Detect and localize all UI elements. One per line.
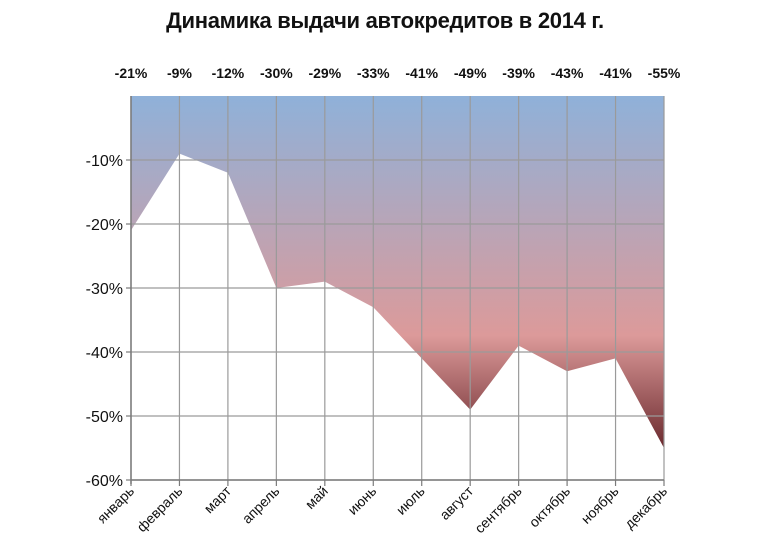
x-tick-label: декабрь [621, 483, 670, 532]
x-tick-label: июль [393, 483, 428, 518]
y-tick-label: -60% [86, 473, 123, 490]
x-tick-label: март [201, 482, 235, 516]
y-tick-label: -40% [86, 345, 123, 362]
x-tick-label: сентябрь [471, 483, 524, 536]
y-tick-label: -10% [86, 153, 123, 170]
value-label: -55% [648, 65, 681, 81]
x-tick-label: октябрь [526, 483, 573, 530]
area-series [131, 96, 664, 448]
value-label: -41% [405, 65, 438, 81]
value-label: -30% [260, 65, 293, 81]
chart-title: Динамика выдачи автокредитов в 2014 г. [166, 8, 604, 33]
x-tick-label: апрель [239, 483, 283, 527]
value-label: -41% [599, 65, 632, 81]
x-tick-label: май [302, 483, 331, 512]
y-tick-label: -20% [86, 217, 123, 234]
value-label: -29% [308, 65, 341, 81]
value-label: -43% [551, 65, 584, 81]
value-label: -9% [167, 65, 192, 81]
x-tick-label: ноябрь [578, 483, 622, 527]
value-label: -21% [115, 65, 148, 81]
value-label: -49% [454, 65, 487, 81]
x-tick-label: август [436, 482, 476, 522]
value-label: -12% [212, 65, 245, 81]
y-tick-label: -30% [86, 281, 123, 298]
x-tick-label: июнь [344, 483, 379, 518]
y-tick-label: -50% [86, 409, 123, 426]
x-tick-label: февраль [133, 483, 185, 535]
value-label: -39% [502, 65, 535, 81]
value-label: -33% [357, 65, 390, 81]
